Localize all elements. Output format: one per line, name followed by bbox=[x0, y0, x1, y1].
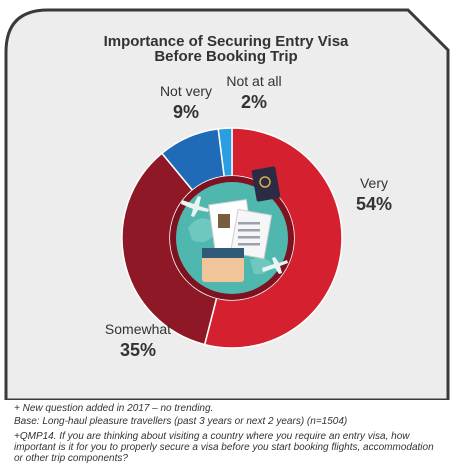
donut-chart: Importance of Securing Entry Visa Before… bbox=[4, 8, 450, 400]
footnote-base: Base: Long-haul pleasure travellers (pas… bbox=[14, 416, 348, 427]
airplane-icon bbox=[262, 257, 288, 274]
document-icon bbox=[229, 208, 273, 260]
sleeve-icon bbox=[202, 248, 244, 258]
center-illustration bbox=[170, 166, 294, 300]
footnote-question: +QMP14. If you are thinking about visiti… bbox=[14, 431, 434, 464]
slice-label: Very bbox=[360, 175, 388, 191]
airplane-icon bbox=[181, 196, 209, 217]
map-landmass-icon bbox=[188, 218, 216, 243]
slice-label: Not at all bbox=[226, 73, 281, 89]
slice-value-label: 2% bbox=[241, 92, 267, 112]
chart-title-line-1: Importance of Securing Entry Visa bbox=[104, 33, 349, 50]
slice-label: Somewhat bbox=[105, 321, 171, 337]
footnote-new-question: + New question added in 2017 – no trendi… bbox=[14, 403, 214, 414]
text-line-icon bbox=[238, 236, 260, 239]
text-line-icon bbox=[238, 229, 260, 232]
slice-label: Not very bbox=[160, 83, 212, 99]
slice-value-label: 9% bbox=[173, 102, 199, 122]
text-line-icon bbox=[238, 243, 260, 246]
chart-title-line-2: Before Booking Trip bbox=[154, 48, 297, 65]
slice-value-label: 54% bbox=[356, 194, 392, 214]
slice-value-label: 35% bbox=[120, 340, 156, 360]
passport-emblem-icon bbox=[259, 176, 271, 188]
passport-icon bbox=[251, 166, 281, 202]
text-line-icon bbox=[238, 222, 260, 225]
photo-id-icon bbox=[218, 214, 230, 228]
